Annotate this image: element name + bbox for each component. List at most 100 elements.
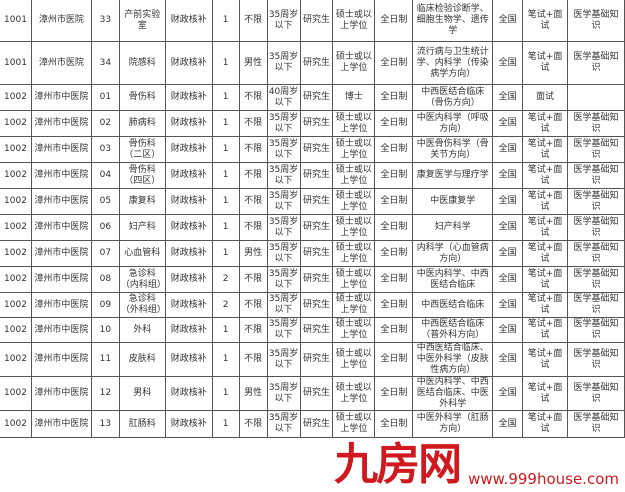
cell-subject: 医学基础知识 <box>567 240 625 267</box>
cell-major: 临床检验诊断学、细胞生物学、遗传学 <box>412 0 494 42</box>
cell-mode: 全日制 <box>374 84 414 111</box>
watermark-logo: 九房网 <box>334 439 462 490</box>
cell-funding: 财政核补 <box>164 84 213 111</box>
cell-scope: 全国 <box>492 162 524 189</box>
table-row: 1002 漳州市中医院 11 皮肤科 财政核补 1 不限 35周岁以下 研究生 硕士或以上学位 全日… <box>0 342 625 377</box>
cell-exam: 笔试+面试 <box>522 162 569 189</box>
cell-mode: 全日制 <box>374 110 414 137</box>
cell-post: 08 <box>90 266 120 293</box>
cell-gender: 男性 <box>238 41 268 85</box>
cell-dept: 骨伤科 <box>118 84 166 111</box>
cell-scope: 全国 <box>492 214 524 241</box>
cell-age: 35周岁以下 <box>266 240 301 267</box>
table-row: 1002 漳州市中医院 04 骨伤科（四区） 财政核补 1 不限 35周岁以下 研究生 硕士或以上… <box>0 162 625 189</box>
cell-hospital: 漳州市中医院 <box>30 376 92 411</box>
cell-subject <box>567 84 625 111</box>
cell-major: 中西医结合临床（普外科方向） <box>412 317 494 343</box>
cell-dept: 骨伤科（四区） <box>118 162 166 189</box>
cell-dept: 皮肤科 <box>118 342 166 377</box>
cell-gender: 不限 <box>238 292 268 318</box>
cell-degree: 硕士或以上学位 <box>332 410 376 438</box>
cell-funding: 财政核补 <box>164 0 213 42</box>
cell-degree: 硕士或以上学位 <box>332 292 376 318</box>
cell-major: 中西医结合临床（骨伤方向） <box>412 84 494 111</box>
cell-code: 1002 <box>0 266 32 293</box>
cell-gender: 不限 <box>238 136 268 163</box>
cell-exam: 笔试+面试 <box>522 41 569 85</box>
cell-post: 01 <box>90 84 120 111</box>
cell-subject: 医学基础知识 <box>567 317 625 343</box>
cell-hospital: 漳州市中医院 <box>30 214 92 241</box>
cell-gender: 不限 <box>238 110 268 137</box>
cell-funding: 财政核补 <box>164 342 213 377</box>
cell-mode: 全日制 <box>374 376 414 411</box>
cell-exam: 笔试+面试 <box>522 240 569 267</box>
cell-count: 1 <box>211 41 240 85</box>
cell-age: 35周岁以下 <box>266 342 301 377</box>
cell-dept: 肛肠科 <box>118 410 166 438</box>
cell-code: 1002 <box>0 136 32 163</box>
cell-post: 07 <box>90 240 120 267</box>
cell-mode: 全日制 <box>374 266 414 293</box>
cell-count: 2 <box>211 292 240 318</box>
table-row: 1002 漳州市中医院 03 骨伤科（二区） 财政核补 1 不限 35周岁以下 研究生 硕士或以上… <box>0 136 625 163</box>
cell-count: 1 <box>211 342 240 377</box>
table-row: 1002 漳州市中医院 02 肺病科 财政核补 1 不限 35周岁以下 研究生 硕士或以上学位 全日… <box>0 110 625 137</box>
cell-scope: 全国 <box>492 292 524 318</box>
cell-dept: 产前实验室 <box>118 0 166 42</box>
cell-code: 1002 <box>0 342 32 377</box>
cell-education: 研究生 <box>299 0 334 42</box>
cell-count: 1 <box>211 317 240 343</box>
cell-scope: 全国 <box>492 266 524 293</box>
cell-age: 35周岁以下 <box>266 162 301 189</box>
cell-code: 1002 <box>0 410 32 438</box>
cell-hospital: 漳州市医院 <box>30 41 92 85</box>
cell-gender: 不限 <box>238 266 268 293</box>
cell-degree: 博士 <box>332 84 376 111</box>
cell-education: 研究生 <box>299 41 334 85</box>
cell-education: 研究生 <box>299 84 334 111</box>
cell-major: 中医骨伤科学（骨关节方向） <box>412 136 494 163</box>
cell-age: 35周岁以下 <box>266 41 301 85</box>
cell-mode: 全日制 <box>374 240 414 267</box>
cell-education: 研究生 <box>299 292 334 318</box>
cell-post: 04 <box>90 162 120 189</box>
cell-gender: 不限 <box>238 214 268 241</box>
cell-education: 研究生 <box>299 162 334 189</box>
cell-gender: 男性 <box>238 376 268 411</box>
cell-scope: 全国 <box>492 41 524 85</box>
cell-degree: 硕士或以上学位 <box>332 317 376 343</box>
cell-major: 流行病与卫生统计学、内科学（传染病学方向） <box>412 41 494 85</box>
cell-major: 中医康复学 <box>412 188 494 215</box>
cell-degree: 硕士或以上学位 <box>332 162 376 189</box>
cell-post: 10 <box>90 317 120 343</box>
table-row: 1002 漳州市中医院 08 急诊科（内科组） 财政核补 2 不限 35周岁以下 研究生 硕士或以… <box>0 266 625 293</box>
table-body: 1001 漳州市医院 33 产前实验室 财政核补 1 不限 35周岁以下 研究生 硕士或以上学位全… <box>0 0 625 438</box>
cell-funding: 财政核补 <box>164 410 213 438</box>
cell-exam: 笔试+面试 <box>522 317 569 343</box>
cell-post: 33 <box>90 0 120 42</box>
cell-hospital: 漳州市中医院 <box>30 188 92 215</box>
cell-subject: 医学基础知识 <box>567 136 625 163</box>
cell-post: 03 <box>90 136 120 163</box>
cell-age: 35周岁以下 <box>266 317 301 343</box>
cell-count: 1 <box>211 136 240 163</box>
cell-mode: 全日制 <box>374 410 414 438</box>
cell-post: 09 <box>90 292 120 318</box>
cell-major: 妇产科学 <box>412 214 494 241</box>
table-row: 1002 漳州市中医院 06 妇产科 财政核补 1 不限 35周岁以下 研究生 硕士或以上学位 全日… <box>0 214 625 241</box>
cell-post: 13 <box>90 410 120 438</box>
cell-major: 中西医结合临床、中医外科学（皮肤性病方向） <box>412 342 494 377</box>
cell-age: 35周岁以下 <box>266 188 301 215</box>
cell-dept: 院感科 <box>118 41 166 85</box>
cell-mode: 全日制 <box>374 188 414 215</box>
cell-hospital: 漳州市中医院 <box>30 162 92 189</box>
cell-education: 研究生 <box>299 136 334 163</box>
table-row: 1002 漳州市中医院 09 急诊科（外科组） 财政核补 2 不限 35周岁以下 研究生 硕士或以… <box>0 292 625 318</box>
cell-count: 1 <box>211 162 240 189</box>
cell-major: 内科学（心血管病方向） <box>412 240 494 267</box>
cell-count: 1 <box>211 214 240 241</box>
cell-funding: 财政核补 <box>164 41 213 85</box>
cell-funding: 财政核补 <box>164 266 213 293</box>
cell-scope: 全国 <box>492 188 524 215</box>
